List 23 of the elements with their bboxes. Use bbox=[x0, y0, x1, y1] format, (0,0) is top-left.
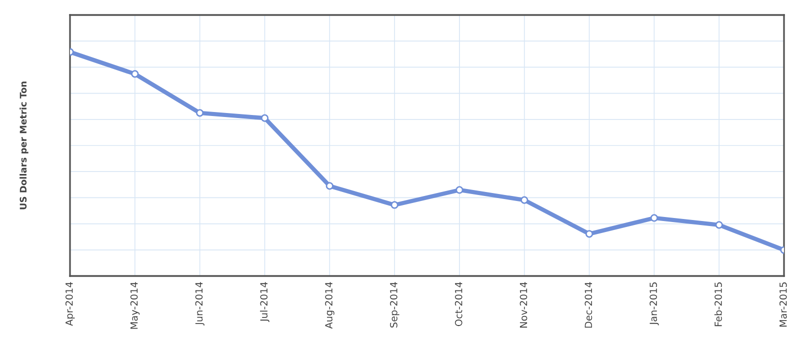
point bbox=[650, 214, 658, 222]
x-tick-label: Sep-2014 bbox=[390, 282, 400, 328]
point bbox=[326, 182, 334, 190]
point bbox=[585, 230, 594, 238]
x-tick-label: Mar-2015 bbox=[779, 282, 787, 327]
x-tick-label: Apr-2014 bbox=[65, 282, 75, 326]
point bbox=[390, 201, 398, 209]
x-tick-label: Nov-2014 bbox=[520, 282, 528, 328]
point bbox=[456, 186, 464, 194]
point bbox=[715, 221, 723, 229]
point bbox=[260, 114, 269, 122]
y-axis-title: US Dollars per Metric Ton bbox=[20, 82, 28, 210]
x-tick-label: Jan-2015 bbox=[650, 282, 659, 326]
x-tick-label: Oct-2014 bbox=[454, 282, 462, 326]
x-tick-label: Dec-2014 bbox=[584, 282, 592, 328]
x-tick-label: Jul-2014 bbox=[260, 282, 270, 322]
point bbox=[520, 196, 528, 204]
x-tick-label: Aug-2014 bbox=[325, 282, 334, 329]
point bbox=[196, 109, 204, 117]
point bbox=[131, 70, 139, 78]
x-tick-label: May-2014 bbox=[130, 282, 140, 329]
x-tick-label: Jun-2014 bbox=[195, 282, 204, 326]
x-tick-label: Feb-2015 bbox=[714, 282, 722, 326]
